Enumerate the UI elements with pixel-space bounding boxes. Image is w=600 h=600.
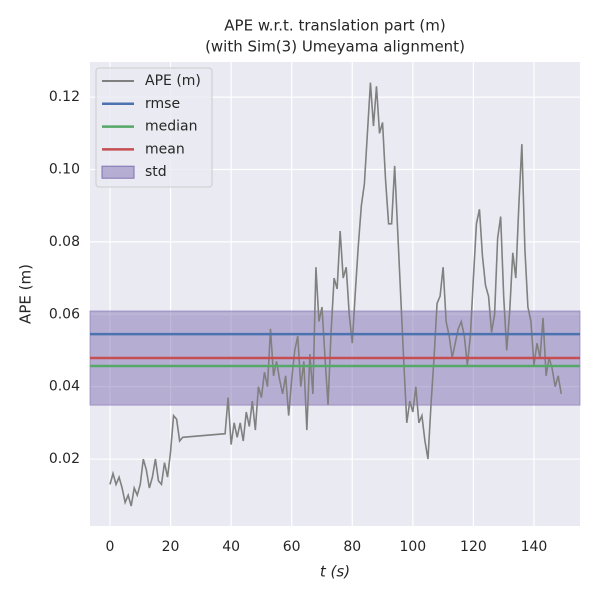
x-tick-label: 60 (283, 539, 301, 555)
legend-box (95, 67, 213, 188)
y-tick-label: 0.06 (49, 306, 80, 322)
x-axis-label: t (s) (320, 563, 350, 581)
x-tick-label: 120 (460, 539, 487, 555)
chart-subtitle: (with Sim(3) Umeyama alignment) (205, 38, 465, 56)
chart-title: APE w.r.t. translation part (m) (224, 17, 445, 35)
legend-label: std (145, 164, 167, 180)
y-tick-label: 0.08 (49, 234, 80, 250)
x-tick-label: 0 (106, 539, 115, 555)
x-tick-label: 100 (399, 539, 426, 555)
legend: APE (m) rmse median mean std (95, 67, 213, 188)
legend-label: median (145, 119, 197, 135)
x-tick-label: 20 (162, 539, 180, 555)
legend-label: mean (145, 141, 185, 157)
x-tick-label: 140 (521, 539, 548, 555)
x-tick-label: 40 (222, 539, 240, 555)
y-axis-label: APE (m) (17, 264, 35, 324)
y-tick-label: 0.10 (49, 161, 80, 177)
legend-label: APE (m) (145, 73, 201, 89)
x-tick-label: 80 (343, 539, 361, 555)
marks (89, 82, 581, 507)
legend-label: rmse (145, 96, 180, 112)
data-line (109, 82, 563, 507)
legend-swatch (101, 165, 135, 179)
y-tick-label: 0.02 (49, 451, 80, 467)
y-tick-label: 0.04 (49, 379, 80, 395)
y-tick-label: 0.12 (49, 89, 80, 105)
